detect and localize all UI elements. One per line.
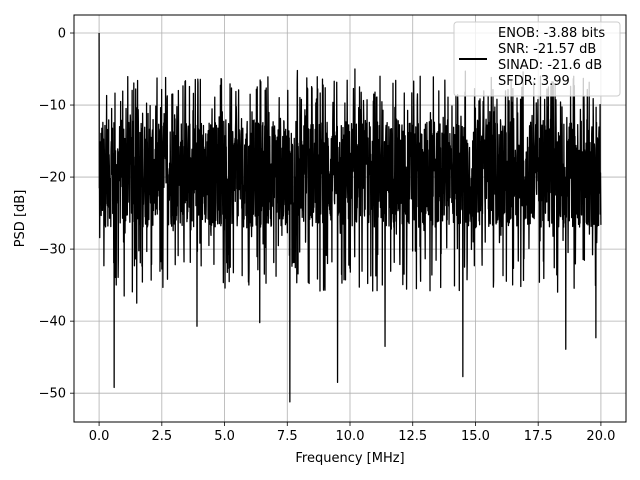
y-tick-label: 0 <box>58 27 66 42</box>
legend-line-sfdr: SFDR: 3.99 <box>498 74 570 89</box>
y-tick-label: −10 <box>39 99 66 114</box>
legend: ENOB: -3.88 bits SNR: -21.57 dB SINAD: -… <box>453 21 621 97</box>
x-tick-label: 12.5 <box>398 429 427 444</box>
x-tick-label: 17.5 <box>524 429 553 444</box>
x-tick-label: 10.0 <box>336 429 365 444</box>
y-tick-label: −20 <box>39 171 66 186</box>
y-tick-label: −50 <box>39 387 66 402</box>
x-tick-label: 20.0 <box>586 429 615 444</box>
legend-box <box>453 21 621 97</box>
y-axis-label: PSD [dB] <box>13 190 28 248</box>
psd-trace <box>98 33 602 403</box>
x-tick-label: 15.0 <box>461 429 490 444</box>
psd-series-line <box>98 33 602 403</box>
y-axis-ticks: 0 −10 −20 −30 −40 −50 <box>39 27 74 402</box>
x-tick-label: 7.5 <box>277 429 298 444</box>
x-axis-ticks: 0.0 2.5 5.0 7.5 10.0 12.5 15.0 17.5 20.0 <box>89 422 615 444</box>
x-tick-label: 5.0 <box>214 429 235 444</box>
x-tick-label: 2.5 <box>151 429 172 444</box>
x-tick-label: 0.0 <box>89 429 110 444</box>
y-tick-label: −40 <box>39 315 66 330</box>
y-tick-label: −30 <box>39 243 66 258</box>
legend-line-enob: ENOB: -3.88 bits <box>498 26 605 41</box>
legend-line-sinad: SINAD: -21.6 dB <box>498 58 602 73</box>
x-axis-label: Frequency [MHz] <box>295 451 404 466</box>
legend-line-snr: SNR: -21.57 dB <box>498 42 596 57</box>
